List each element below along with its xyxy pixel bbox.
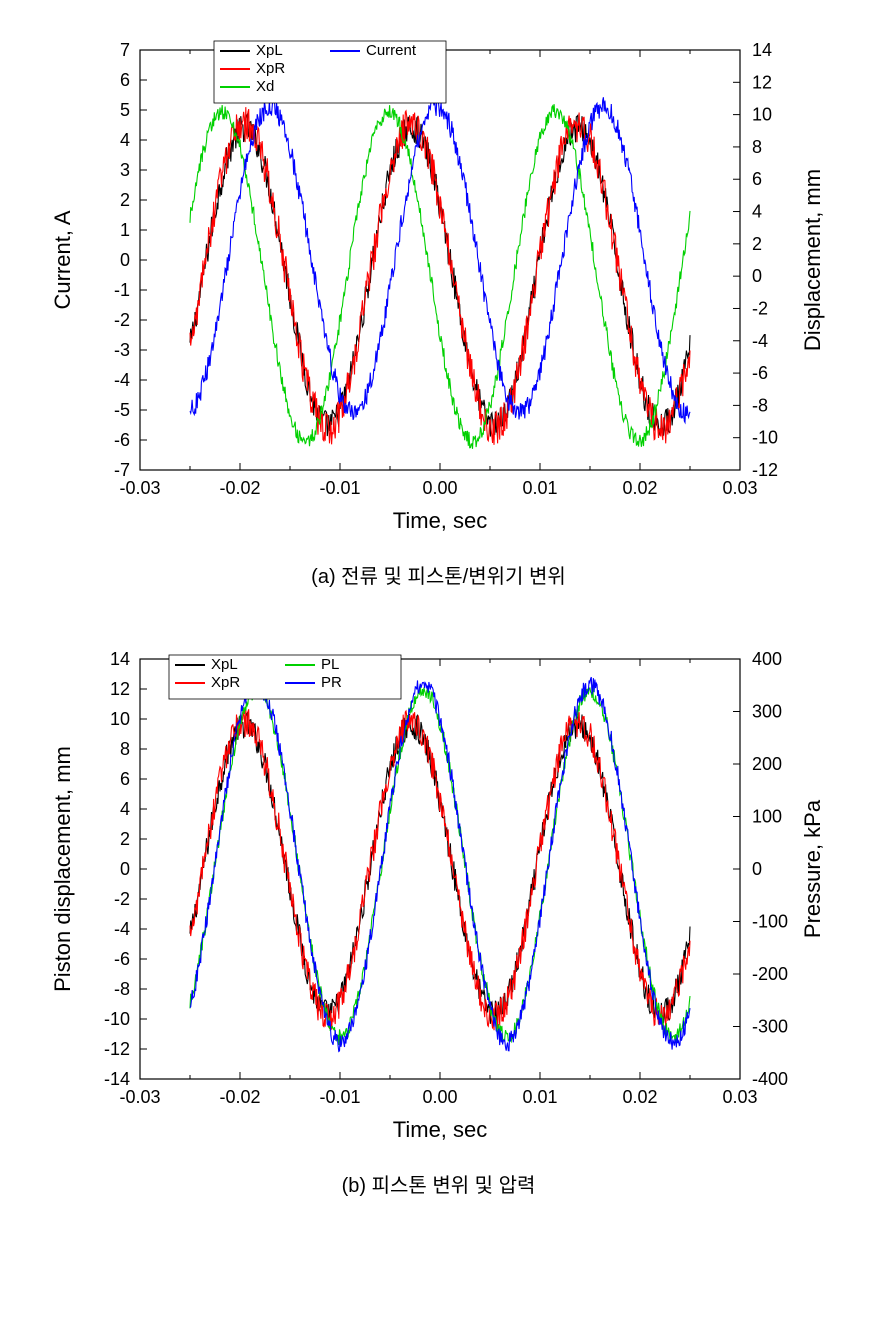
chart-a-container: -0.03 -0.02 -0.01 0.00 0.01 0.02 0.03 -7 -6 -5 -4 -… [20,20,857,540]
svg-text:12: 12 [752,72,772,92]
legend-label-Xd: Xd [256,78,274,95]
svg-text:-4: -4 [114,919,130,939]
legend-label-XpL: XpL [211,656,238,673]
svg-text:-12: -12 [104,1039,130,1059]
svg-text:-6: -6 [114,430,130,450]
svg-text:0.00: 0.00 [422,1087,457,1107]
legend-label-PL: PL [321,656,339,673]
svg-text:-10: -10 [104,1009,130,1029]
svg-text:-0.01: -0.01 [319,1087,360,1107]
svg-text:400: 400 [752,649,782,669]
caption-a: (a) 전류 및 피스톤/변위기 변위 [20,560,857,589]
legend-label-Current: Current [366,42,417,59]
svg-text:4: 4 [120,130,130,150]
svg-text:10: 10 [110,709,130,729]
svg-text:6: 6 [752,169,762,189]
svg-text:8: 8 [752,137,762,157]
svg-text:0: 0 [752,859,762,879]
svg-text:14: 14 [110,649,130,669]
svg-text:0.01: 0.01 [522,478,557,498]
chart-b-container: -0.03 -0.02 -0.01 0.00 0.01 0.02 0.03 -14 -12 -10… [20,629,857,1149]
svg-text:8: 8 [120,739,130,759]
svg-text:-6: -6 [752,363,768,383]
svg-text:Pressure, kPa: Pressure, kPa [800,799,825,938]
svg-text:-12: -12 [752,460,778,480]
chart-a: -0.03 -0.02 -0.01 0.00 0.01 0.02 0.03 -7 -6 -5 -4 -… [20,20,857,540]
svg-text:3: 3 [120,160,130,180]
svg-text:300: 300 [752,702,782,722]
svg-text:-0.03: -0.03 [119,478,160,498]
svg-text:-3: -3 [114,340,130,360]
svg-text:7: 7 [120,40,130,60]
svg-text:Time, sec: Time, sec [393,508,488,533]
svg-text:-4: -4 [114,370,130,390]
series-PR [190,676,690,1051]
svg-text:0: 0 [120,859,130,879]
svg-text:4: 4 [120,799,130,819]
svg-text:6: 6 [120,769,130,789]
svg-text:-2: -2 [114,889,130,909]
svg-text:-2: -2 [752,298,768,318]
svg-text:-8: -8 [752,395,768,415]
svg-text:-200: -200 [752,964,788,984]
svg-text:14: 14 [752,40,772,60]
svg-text:-100: -100 [752,912,788,932]
svg-text:12: 12 [110,679,130,699]
svg-text:2: 2 [120,829,130,849]
svg-text:-5: -5 [114,400,130,420]
svg-text:-7: -7 [114,460,130,480]
chart-b: -0.03 -0.02 -0.01 0.00 0.01 0.02 0.03 -14 -12 -10… [20,629,857,1149]
caption-b: (b) 피스톤 변위 및 압력 [20,1169,857,1198]
svg-text:200: 200 [752,754,782,774]
svg-text:-8: -8 [114,979,130,999]
svg-text:-10: -10 [752,428,778,448]
svg-text:-6: -6 [114,949,130,969]
svg-text:0.00: 0.00 [422,478,457,498]
svg-text:-0.01: -0.01 [319,478,360,498]
svg-text:0: 0 [752,266,762,286]
svg-text:Current, A: Current, A [50,210,75,309]
legend-label-XpR: XpR [211,674,240,691]
svg-text:-400: -400 [752,1069,788,1089]
svg-text:-1: -1 [114,280,130,300]
svg-text:6: 6 [120,70,130,90]
svg-text:4: 4 [752,202,762,222]
svg-text:Piston displacement, mm: Piston displacement, mm [50,746,75,992]
legend-label-PR: PR [321,674,342,691]
svg-text:2: 2 [120,190,130,210]
svg-text:0.03: 0.03 [722,1087,757,1107]
legend-label-XpR: XpR [256,60,285,77]
svg-text:1: 1 [120,220,130,240]
svg-text:Displacement, mm: Displacement, mm [800,169,825,351]
svg-text:5: 5 [120,100,130,120]
legend-label-XpL: XpL [256,42,283,59]
series-PL [190,684,690,1045]
svg-text:-4: -4 [752,331,768,351]
svg-text:100: 100 [752,807,782,827]
series-Xd [190,104,690,449]
svg-text:-2: -2 [114,310,130,330]
svg-text:-0.02: -0.02 [219,1087,260,1107]
svg-text:-0.02: -0.02 [219,478,260,498]
svg-text:Time, sec: Time, sec [393,1117,488,1142]
svg-text:0: 0 [120,250,130,270]
svg-text:-0.03: -0.03 [119,1087,160,1107]
svg-text:-14: -14 [104,1069,130,1089]
series-XpL [190,115,690,438]
svg-text:-300: -300 [752,1017,788,1037]
svg-text:2: 2 [752,234,762,254]
svg-text:0.02: 0.02 [622,478,657,498]
svg-text:0.01: 0.01 [522,1087,557,1107]
svg-text:10: 10 [752,105,772,125]
svg-text:0.02: 0.02 [622,1087,657,1107]
legend-box [169,655,401,699]
svg-text:0.03: 0.03 [722,478,757,498]
